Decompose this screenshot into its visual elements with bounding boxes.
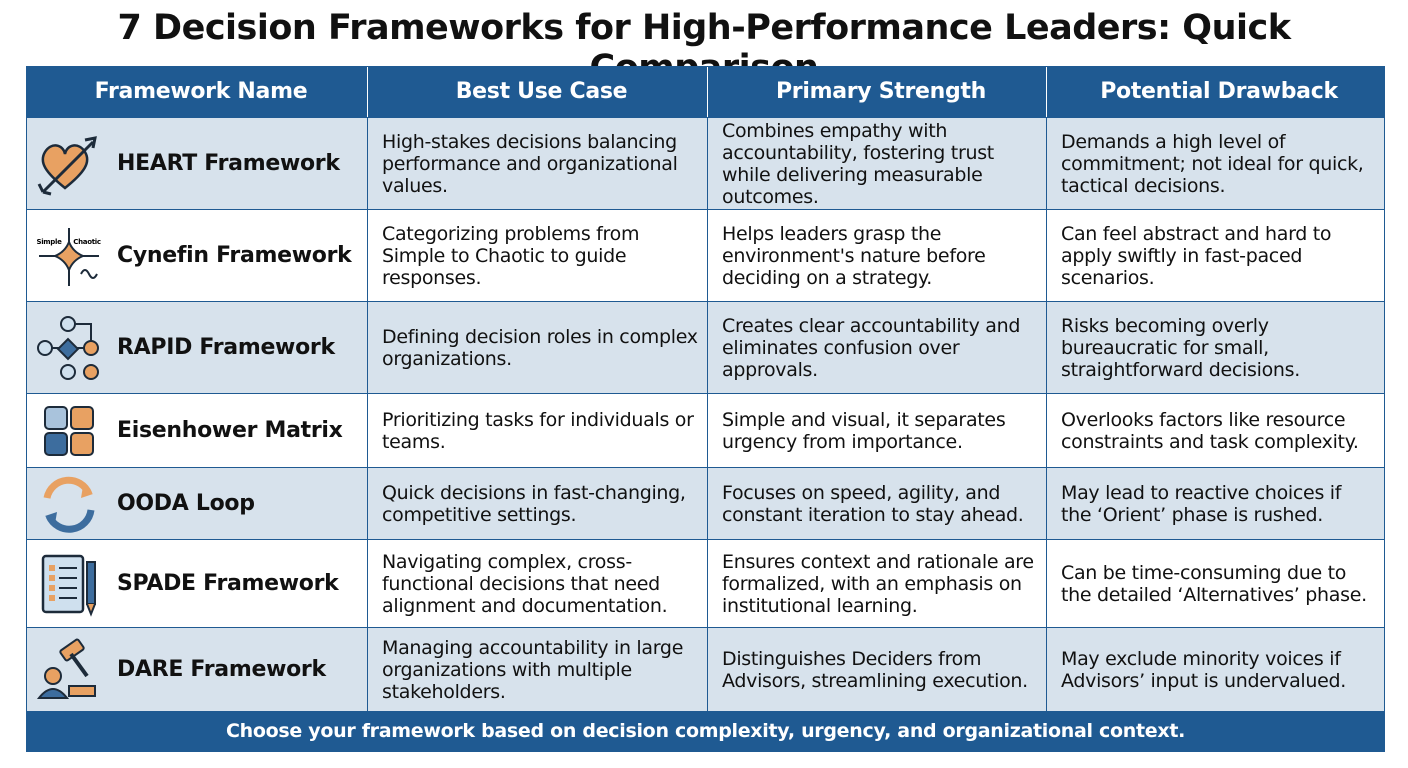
table-cell: Focuses on speed, agility, and constant … bbox=[707, 468, 1046, 539]
cell-text: May lead to reactive choices if the ‘Ori… bbox=[1061, 481, 1342, 526]
framework-icon bbox=[41, 554, 96, 617]
table-cell: Helps leaders grasp the environment's na… bbox=[707, 210, 1046, 301]
header-cell: Best Use Case bbox=[367, 67, 707, 117]
table-row: DARE Framework Managing accountability in… bbox=[27, 627, 1384, 711]
cell-text: Risks becoming overly bureaucratic for s… bbox=[1061, 314, 1300, 381]
framework-icon bbox=[37, 135, 97, 195]
table-cell: Creates clear accountability and elimina… bbox=[707, 302, 1046, 393]
cell-text: Focuses on speed, agility, and constant … bbox=[722, 481, 1024, 526]
table-cell: High-stakes decisions balancing performa… bbox=[367, 118, 707, 209]
table-row: RAPID Framework Defining decision roles i… bbox=[27, 301, 1384, 393]
cell-text: Combines empathy with accountability, fo… bbox=[722, 119, 994, 208]
table-row: OODA Loop Quick decisions in fast-changin… bbox=[27, 467, 1384, 539]
header-cell: Primary Strength bbox=[707, 67, 1046, 117]
framework-name: SPADE Framework bbox=[117, 570, 339, 596]
icon-label: Chaotic bbox=[73, 238, 101, 246]
framework-name-cell: Eisenhower Matrix bbox=[27, 394, 367, 467]
table-row: HEART Framework High-stakes decisions bal… bbox=[27, 117, 1384, 209]
framework-name-cell: HEART Framework bbox=[27, 118, 367, 209]
footer: Choose your framework based on decision … bbox=[27, 711, 1384, 751]
header-row: Framework Name Best Use Case Primary Stren… bbox=[27, 67, 1384, 117]
cell-text: Can feel abstract and hard to apply swif… bbox=[1061, 222, 1332, 289]
table-cell: Demands a high level of commitment; not … bbox=[1046, 118, 1383, 209]
table-cell: Categorizing problems from Simple to Cha… bbox=[367, 210, 707, 301]
cell-text: Categorizing problems from Simple to Cha… bbox=[382, 222, 640, 289]
framework-name-cell: DARE Framework bbox=[27, 628, 367, 711]
table-cell: Distinguishes Deciders from Advisors, st… bbox=[707, 628, 1046, 711]
cell-text: Quick decisions in fast-changing, compet… bbox=[382, 481, 686, 526]
cell-text: Overlooks factors like resource constrai… bbox=[1061, 408, 1359, 453]
cell-text: Ensures context and rationale are formal… bbox=[722, 550, 1034, 617]
header-cell: Potential Drawback bbox=[1046, 67, 1383, 117]
framework-name: DARE Framework bbox=[117, 656, 326, 682]
table-row: SPADE Framework Navigating complex, cross… bbox=[27, 539, 1384, 627]
table-cell: Risks becoming overly bureaucratic for s… bbox=[1046, 302, 1383, 393]
table-cell: Managing accountability in large organiz… bbox=[367, 628, 707, 711]
framework-name: RAPID Framework bbox=[117, 334, 335, 360]
cell-text: Creates clear accountability and elimina… bbox=[722, 314, 1021, 381]
table-cell: Combines empathy with accountability, fo… bbox=[707, 118, 1046, 209]
table-cell: Overlooks factors like resource constrai… bbox=[1046, 394, 1383, 467]
cell-text: Simple and visual, it separates urgency … bbox=[722, 408, 1006, 453]
cell-text: Defining decision roles in complex organ… bbox=[382, 325, 698, 370]
cell-text: Distinguishes Deciders from Advisors, st… bbox=[722, 647, 1028, 692]
framework-icon: Simple Chaotic bbox=[36, 227, 101, 286]
cell-text: Prioritizing tasks for individuals or te… bbox=[382, 408, 694, 453]
framework-name: OODA Loop bbox=[117, 490, 255, 516]
framework-name-cell: OODA Loop bbox=[27, 468, 367, 539]
cell-text: Managing accountability in large organiz… bbox=[382, 636, 684, 703]
cell-text: Can be time-consuming due to the detaile… bbox=[1061, 561, 1367, 606]
framework-name: Eisenhower Matrix bbox=[117, 417, 343, 443]
framework-name-cell: Simple Chaotic Cynefin Framework bbox=[27, 210, 367, 301]
cell-text: Helps leaders grasp the environment's na… bbox=[722, 222, 986, 289]
framework-name-cell: SPADE Framework bbox=[27, 540, 367, 627]
framework-icon bbox=[37, 315, 99, 380]
table-cell: May exclude minority voices if Advisors’… bbox=[1046, 628, 1383, 711]
table-row: Simple Chaotic Cynefin Framework Categorizi… bbox=[27, 209, 1384, 301]
framework-name: Cynefin Framework bbox=[117, 242, 352, 268]
framework-name: HEART Framework bbox=[117, 150, 340, 176]
framework-icon bbox=[44, 405, 94, 456]
table-row: Eisenhower Matrix Prioritizing tasks for … bbox=[27, 393, 1384, 467]
comparison-table: Framework Name Best Use Case Primary Stren… bbox=[26, 66, 1385, 752]
table-cell: Prioritizing tasks for individuals or te… bbox=[367, 394, 707, 467]
header-cell: Framework Name bbox=[94, 79, 308, 104]
table-cell: Can be time-consuming due to the detaile… bbox=[1046, 540, 1383, 627]
cell-text: Demands a high level of commitment; not … bbox=[1061, 130, 1364, 197]
table-cell: Quick decisions in fast-changing, compet… bbox=[367, 468, 707, 539]
table-cell: Can feel abstract and hard to apply swif… bbox=[1046, 210, 1383, 301]
framework-icon bbox=[43, 476, 95, 533]
table-cell: Defining decision roles in complex organ… bbox=[367, 302, 707, 393]
cell-text: May exclude minority voices if Advisors’… bbox=[1061, 647, 1347, 692]
table-cell: Ensures context and rationale are formal… bbox=[707, 540, 1046, 627]
cell-text: High-stakes decisions balancing performa… bbox=[382, 130, 678, 197]
table-cell: Navigating complex, cross-functional dec… bbox=[367, 540, 707, 627]
framework-icon bbox=[36, 638, 96, 699]
icon-label: Simple bbox=[36, 238, 62, 246]
table-cell: May lead to reactive choices if the ‘Ori… bbox=[1046, 468, 1383, 539]
cell-text: Navigating complex, cross-functional dec… bbox=[382, 550, 668, 617]
table-cell: Simple and visual, it separates urgency … bbox=[707, 394, 1046, 467]
framework-name-cell: RAPID Framework bbox=[27, 302, 367, 393]
